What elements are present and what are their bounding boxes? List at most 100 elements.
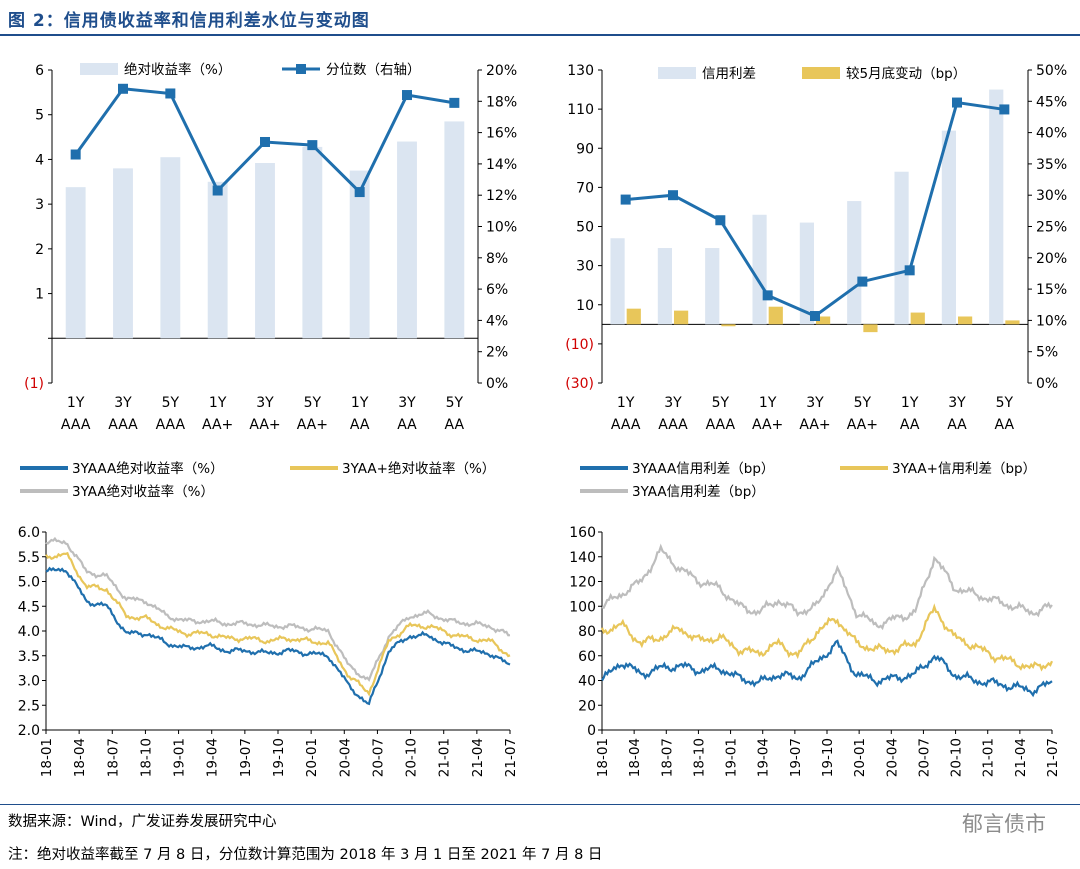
category-label-bottom: AA+ [752, 417, 783, 433]
x-tick-label: 18-01 [39, 738, 55, 777]
right-tick-label: 0% [486, 376, 508, 392]
change-bar-6 [863, 324, 878, 333]
percentile-marker-3 [715, 215, 726, 226]
left-tick-label: 50 [576, 220, 594, 236]
left-tick-label: 6 [35, 63, 44, 79]
x-tick-label: 19-01 [172, 738, 188, 777]
right-tick-label: 12% [486, 188, 517, 204]
percentile-marker-4 [212, 185, 223, 196]
x-tick-label: 21-01 [981, 738, 997, 777]
x-tick-label: 19-10 [271, 738, 287, 777]
category-label-top: 1Y [759, 395, 777, 411]
category-label-top: 5Y [446, 395, 464, 411]
series-line-3 [601, 543, 1053, 631]
spread-level-chart: (30) (10) 10 30 50 70 90 110 130 0% 5% 10% 15% 20% 25%… [565, 63, 1067, 433]
bar-6 [302, 146, 323, 339]
left-tick-label: 70 [576, 180, 594, 196]
category-label-top: 1Y [209, 395, 227, 411]
bar-6 [847, 201, 862, 325]
y-tick-label: 3.5 [18, 649, 40, 665]
legend-series-1-label: 3YAAA绝对收益率（%） [72, 460, 224, 477]
legend-change-label: 较5月底变动（bp） [846, 66, 966, 82]
y-tick-label: 2.0 [18, 723, 40, 739]
x-tick-label: 20-01 [852, 738, 868, 777]
percentile-marker-1 [620, 194, 631, 205]
y-tick-label: 5.0 [18, 575, 40, 591]
right-tick-label: 50% [1036, 63, 1067, 79]
category-label-bottom: AAA [108, 417, 138, 433]
left-tick-label: 130 [567, 63, 594, 79]
right-tick-label: 25% [1036, 220, 1067, 236]
x-tick-label: 19-10 [820, 738, 836, 777]
x-tick-label: 20-04 [884, 738, 900, 777]
percentile-marker-9 [999, 104, 1010, 115]
left-tick-label: (1) [24, 376, 44, 392]
category-label-bottom: AAA [706, 417, 736, 433]
y-tick-label: 5.5 [18, 550, 40, 566]
x-tick-label: 19-04 [205, 738, 221, 777]
y-tick-label: 160 [569, 525, 596, 541]
category-label-bottom: AAA [611, 417, 641, 433]
bar-1 [65, 187, 86, 339]
series-line-3 [45, 536, 511, 682]
legend-percentile-swatch-marker [296, 64, 306, 74]
bar-7 [894, 171, 909, 325]
change-bar-8 [958, 316, 973, 325]
bar-4 [207, 181, 228, 339]
right-tick-label: 15% [1036, 282, 1067, 298]
percentile-marker-5 [810, 311, 820, 322]
left-tick-label: 4 [35, 152, 44, 168]
category-label-top: 5Y [996, 395, 1014, 411]
right-tick-label: 30% [1036, 188, 1067, 204]
figure-title: 图 2：信用债收益率和信用利差水位与变动图 [8, 11, 370, 31]
category-label-top: 3Y [948, 395, 966, 411]
change-bar-2 [674, 310, 689, 325]
right-tick-label: 8% [486, 251, 508, 267]
bar-3 [160, 157, 181, 339]
category-label-bottom: AAA [658, 417, 688, 433]
bar-3 [705, 248, 720, 325]
category-label-bottom: AA+ [249, 417, 280, 433]
y-tick-label: 60 [578, 649, 596, 665]
category-label-top: 5Y [304, 395, 322, 411]
right-tick-label: 2% [486, 345, 508, 361]
footer-divider [0, 804, 1080, 805]
bar-9 [989, 89, 1004, 325]
watermark: 郁言债市 [962, 812, 1046, 836]
category-label-bottom: AA [947, 417, 967, 433]
title-divider [0, 34, 1080, 36]
right-tick-label: 20% [486, 63, 517, 79]
left-tick-label: 5 [35, 108, 44, 124]
yield-timeseries-chart: 2.0 2.5 3.0 3.5 4.0 4.5 5.0 5.5 6.0 18-01 18-04 18-… [18, 460, 519, 777]
right-tick-label: 18% [486, 94, 517, 110]
y-tick-label: 4.5 [18, 599, 40, 615]
percentile-marker-5 [260, 136, 270, 147]
change-bar-3 [721, 324, 736, 327]
y-tick-label: 0 [587, 723, 596, 739]
right-tick-label: 6% [486, 282, 508, 298]
x-tick-label: 18-01 [595, 738, 611, 777]
y-tick-label: 20 [578, 698, 596, 714]
spread-timeseries-chart: 0 20 40 60 80 100 120 140 160 18-01 18-04 18-07 18-1… [569, 461, 1061, 777]
left-tick-label: (30) [565, 376, 594, 392]
right-tick-label: 5% [1036, 345, 1058, 361]
percentile-marker-4 [762, 290, 773, 301]
percentile-marker-9 [449, 97, 460, 108]
x-tick-label: 18-10 [691, 738, 707, 777]
change-bar-1 [626, 308, 641, 325]
y-tick-label: 2.5 [18, 698, 40, 714]
y-tick-label: 3.0 [18, 674, 40, 690]
x-tick-label: 18-04 [72, 738, 88, 777]
category-label-top: 3Y [664, 395, 682, 411]
calc-note: 注：绝对收益率截至 7 月 8 日，分位数计算范围为 2018 年 3 月 1 … [8, 847, 603, 863]
y-tick-label: 6.0 [18, 525, 40, 541]
category-label-bottom: AA [445, 417, 465, 433]
bar-7 [349, 170, 370, 339]
category-label-bottom: AA+ [297, 417, 328, 433]
right-tick-label: 35% [1036, 157, 1067, 173]
category-label-bottom: AA+ [799, 417, 830, 433]
right-tick-label: 4% [486, 313, 508, 329]
y-tick-label: 120 [569, 575, 596, 591]
x-tick-label: 20-07 [916, 738, 932, 777]
category-label-top: 5Y [854, 395, 872, 411]
